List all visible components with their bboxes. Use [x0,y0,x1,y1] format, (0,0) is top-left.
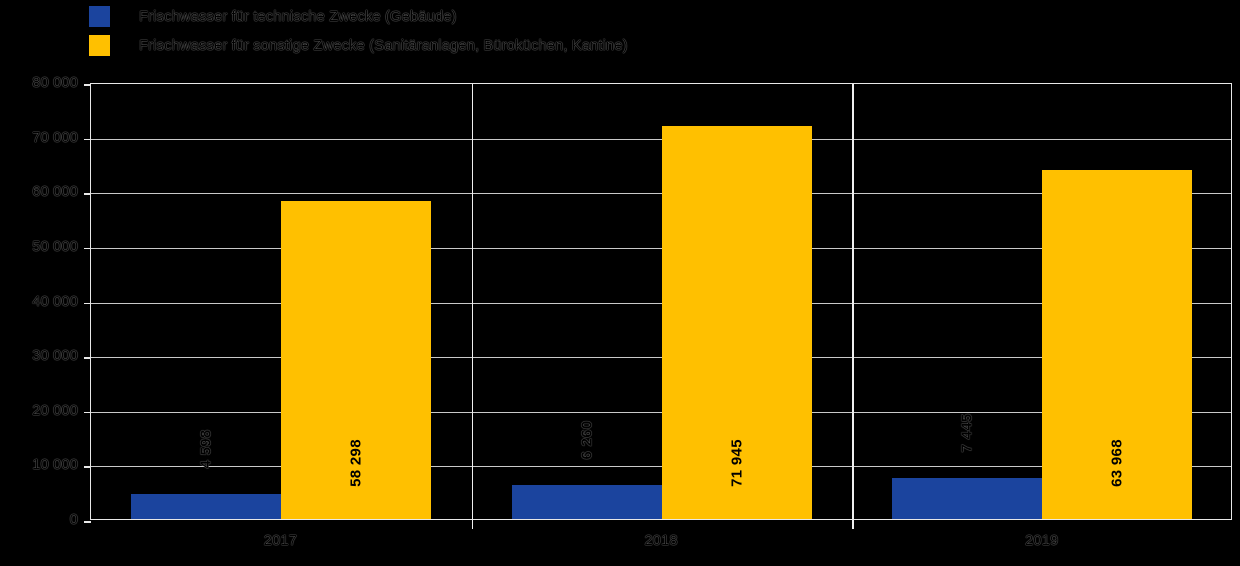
y-axis-tick-label: 30 000 [32,347,78,365]
y-axis-tick-label: 0 [69,511,78,528]
x-axis-category-label: 2017 [263,532,298,549]
legend-item-technische: Frischwasser für technische Zwecke (Gebä… [89,5,628,27]
legend-label: Frischwasser für technische Zwecke (Gebä… [139,7,457,25]
bar-technische-2017 [131,493,281,519]
gridline [91,357,1231,359]
y-axis-tick-label: 60 000 [32,183,78,201]
gridline [91,466,1231,468]
legend-swatch-yellow [89,34,110,56]
group-separator [471,84,474,529]
y-tick-mark [84,521,91,523]
bar-value-label: 6 260 [578,420,596,460]
y-tick-mark [84,466,91,468]
y-tick-mark [84,138,91,141]
y-axis-tick-label: 70 000 [32,128,78,146]
group-separator [852,84,854,529]
gridline [91,247,1231,249]
bar-value-label: 7 445 [958,413,976,453]
y-axis-tick-label: 10 000 [32,456,78,474]
y-tick-mark [84,302,91,304]
y-axis-tick-label: 50 000 [32,237,78,255]
plot-area: 4 598 58 298 6 260 71 945 7 445 63 968 [84,83,1232,529]
bar-technische-2019 [892,478,1043,519]
bar-value-label: 71 945 [728,439,746,487]
gridline [91,138,1231,140]
legend-item-sonstige: Frischwasser für sonstige Zwecke (Sanitä… [89,34,628,56]
gridline [91,193,1231,195]
bar-sonstige-2017 [281,200,431,519]
legend-swatch-blue [89,5,110,27]
x-axis-category-label: 2018 [644,532,678,549]
y-tick-mark [84,84,91,86]
bar-sonstige-2018 [661,126,812,519]
legend-label: Frischwasser für sonstige Zwecke (Sanitä… [139,36,628,54]
bar-value-label: 4 598 [197,429,215,469]
bar-value-label: 63 968 [1108,439,1126,487]
chart-legend: Frischwasser für technische Zwecke (Gebä… [89,5,628,56]
y-axis-tick-label: 20 000 [32,401,78,419]
y-tick-mark [84,411,91,414]
y-axis-tick-label: 40 000 [32,292,78,310]
gridline [91,302,1231,304]
y-tick-mark [84,357,91,359]
gridline [91,411,1231,413]
bar-value-label: 58 298 [347,439,365,487]
y-axis-tick-label: 80 000 [32,74,78,91]
y-tick-mark [84,247,91,250]
bar-technische-2018 [511,484,662,519]
bar-sonstige-2019 [1042,169,1193,519]
x-axis-category-label: 2019 [1024,532,1059,549]
y-tick-mark [84,193,91,195]
